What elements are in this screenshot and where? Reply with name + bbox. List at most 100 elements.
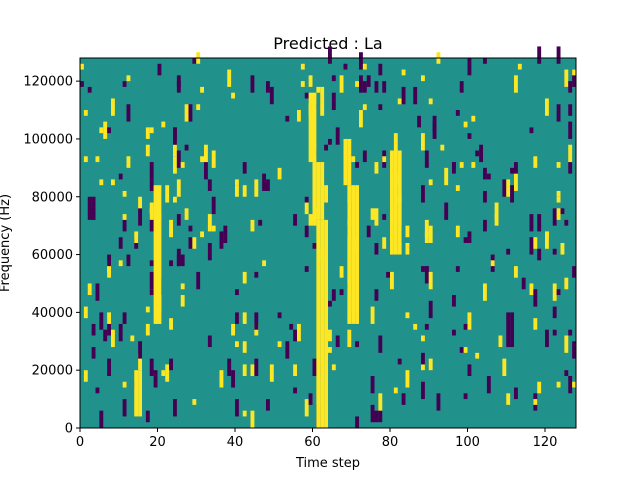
heatmap-cell-low: [359, 52, 363, 70]
heatmap-cell-low: [196, 271, 201, 290]
heatmap-cell-high: [111, 98, 115, 116]
heatmap-cell-low: [269, 86, 274, 105]
heatmap-cell-low: [529, 214, 534, 232]
heatmap-cell-low: [254, 271, 259, 278]
heatmap-cell-high: [176, 179, 181, 197]
heatmap-band-low: [176, 254, 181, 267]
heatmap-cell-low: [103, 329, 108, 342]
heatmap-cell-low: [126, 104, 131, 122]
heatmap-cell-low: [266, 399, 270, 411]
heatmap-cell-low: [331, 289, 336, 301]
heatmap-cell-high: [149, 202, 154, 215]
heatmap-cell-high: [370, 306, 375, 324]
heatmap-cell-low: [207, 243, 212, 261]
heatmap-cell-high: [83, 110, 88, 116]
heatmap-cell-low: [401, 86, 406, 105]
heatmap-cell-high: [138, 196, 143, 209]
heatmap-cell-low: [254, 312, 259, 330]
heatmap-cell-low: [149, 358, 154, 376]
heatmap-cell-low: [374, 410, 379, 423]
heatmap-cell-low: [207, 179, 212, 191]
heatmap-cell-high: [254, 179, 259, 197]
heatmap-cell-low: [378, 410, 383, 423]
heatmap-cell-high: [560, 243, 565, 255]
heatmap-cell-high: [490, 260, 495, 267]
heatmap-cell-high: [514, 75, 518, 93]
heatmap-cell-low: [355, 416, 360, 428]
heatmap-cell-high: [308, 214, 313, 226]
heatmap-band-low: [91, 196, 96, 220]
heatmap-cell-low: [486, 375, 491, 394]
heatmap-cell-low: [91, 323, 96, 336]
heatmap-cell-high: [122, 190, 127, 197]
heatmap-cell-high: [126, 75, 131, 82]
heatmap-cell-low: [362, 81, 367, 93]
heatmap-cell-low: [564, 219, 569, 226]
heatmap-cell-high: [421, 335, 425, 342]
heatmap-cell-low: [421, 352, 425, 365]
heatmap-cell-high: [483, 283, 487, 301]
heatmap-cell-high: [556, 196, 561, 203]
heatmap-cell-high: [269, 364, 274, 382]
heatmap-cell-low: [382, 214, 387, 220]
heatmap-cell-high: [207, 214, 212, 232]
heatmap-cell-high: [556, 381, 561, 388]
heatmap-cell-high: [231, 323, 236, 336]
heatmap-band-high: [312, 92, 317, 163]
heatmap-cell-low: [304, 266, 309, 272]
heatmap-cell-high: [211, 225, 216, 232]
heatmap-cell-high: [552, 283, 557, 301]
heatmap-cell-low: [413, 86, 418, 105]
heatmap-cell-low: [223, 225, 228, 243]
heatmap-cell-low: [424, 150, 429, 168]
heatmap-cell-low: [304, 196, 309, 203]
x-tick-label: 20: [149, 435, 166, 450]
heatmap-cell-high: [506, 393, 511, 405]
heatmap-cell-high: [475, 352, 480, 359]
heatmap-cell-low: [188, 225, 193, 232]
heatmap-cell-high: [83, 156, 88, 163]
heatmap-cell-low: [452, 162, 456, 168]
heatmap-cell-low: [149, 162, 154, 180]
heatmap-cell-high: [138, 352, 143, 371]
heatmap-cell-high: [393, 133, 398, 151]
heatmap-cell-low: [176, 75, 181, 87]
heatmap-cell-high: [99, 127, 104, 134]
heatmap-band-high: [393, 150, 398, 255]
y-tick-label: 60000: [32, 248, 73, 263]
heatmap-cell-low: [436, 393, 441, 411]
heatmap-cell-high: [192, 399, 197, 405]
heatmap-cell-low: [293, 387, 298, 394]
heatmap-cell-low: [366, 75, 371, 87]
heatmap-cell-high: [471, 115, 476, 122]
heatmap-band-high: [157, 185, 162, 324]
heatmap-cell-low: [184, 144, 189, 151]
heatmap-cell-low: [556, 104, 561, 122]
heatmap-cell-low: [572, 69, 577, 87]
heatmap-cell-low: [266, 81, 270, 93]
heatmap-cell-high: [328, 329, 332, 342]
heatmap-cell-low: [355, 162, 360, 168]
heatmap-cell-high: [145, 144, 150, 157]
heatmap-cell-low: [122, 219, 127, 232]
heatmap-cell-high: [533, 399, 538, 405]
heatmap-band-high: [390, 150, 394, 255]
heatmap-cell-high: [99, 179, 104, 186]
heatmap-cell-low: [382, 81, 387, 93]
heatmap-cell-low: [417, 115, 422, 128]
heatmap-cell-low: [506, 248, 511, 255]
heatmap-cell-high: [382, 156, 387, 163]
heatmap-band-low: [87, 196, 92, 220]
heatmap-cell-high: [107, 312, 112, 324]
heatmap-cell-low: [192, 58, 197, 64]
heatmap-cell-low: [374, 295, 379, 301]
heatmap-cell-high: [455, 185, 460, 191]
heatmap-cell-high: [145, 127, 150, 139]
heatmap-cell-high: [428, 358, 433, 371]
heatmap-cell-high: [173, 156, 177, 174]
heatmap-cell-low: [328, 300, 332, 307]
heatmap-cell-low: [421, 381, 425, 400]
heatmap-cell-low: [149, 271, 154, 290]
heatmap-cell-high: [533, 237, 538, 249]
heatmap-cell-high: [405, 370, 410, 388]
